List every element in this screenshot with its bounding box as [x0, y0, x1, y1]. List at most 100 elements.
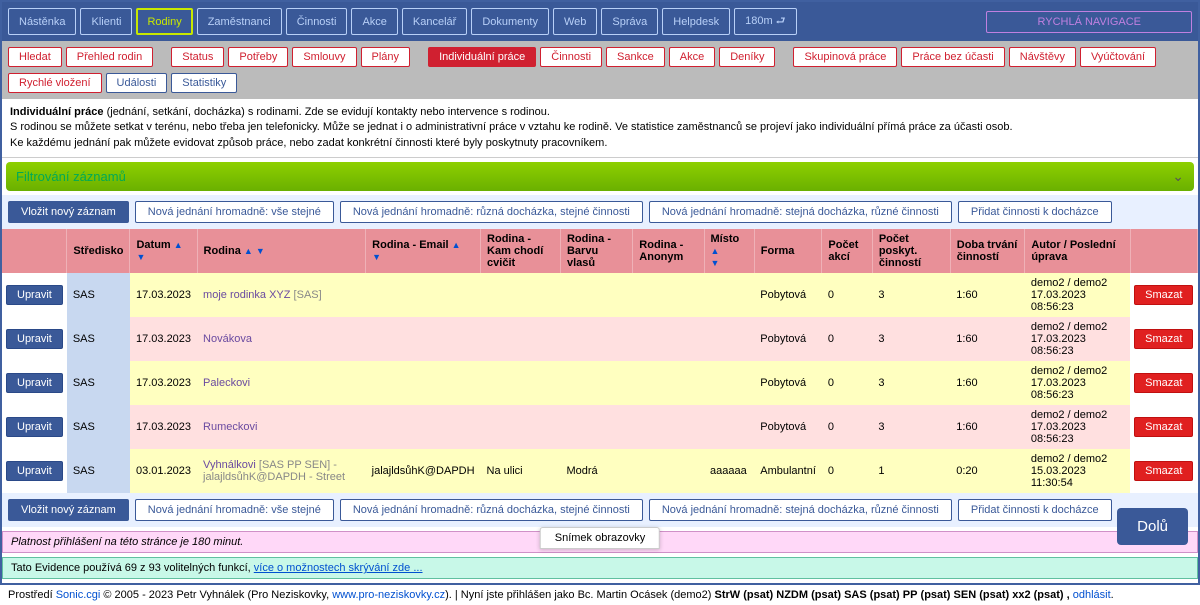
cell-del: Smazat — [1130, 449, 1197, 493]
nav-rodiny[interactable]: Rodiny — [136, 8, 192, 35]
col-12[interactable]: Doba trvání činností — [950, 229, 1025, 273]
action-nov-jedn-n-hromadn-r-zn-doch-z[interactable]: Nová jednání hromadně: různá docházka, s… — [340, 499, 643, 521]
action-nov-jedn-n-hromadn-v-e-stejn-[interactable]: Nová jednání hromadně: vše stejné — [135, 201, 334, 223]
nav-spr-va[interactable]: Správa — [601, 8, 658, 35]
action-p-idat-innosti-k-doch-zce[interactable]: Přidat činnosti k docházce — [958, 499, 1112, 521]
cell-datum: 17.03.2023 — [130, 317, 197, 361]
delete-button[interactable]: Smazat — [1134, 417, 1193, 437]
col-11[interactable]: Počet poskyt. činností — [872, 229, 950, 273]
col-8[interactable]: Místo ▲▼ — [704, 229, 754, 273]
edit-button[interactable]: Upravit — [6, 417, 63, 437]
cell-edit: Upravit — [2, 405, 67, 449]
action-nov-jedn-n-hromadn-r-zn-doch-z[interactable]: Nová jednání hromadně: různá docházka, s… — [340, 201, 643, 223]
col-7[interactable]: Rodina - Anonym — [633, 229, 704, 273]
delete-button[interactable]: Smazat — [1134, 461, 1193, 481]
subnav-sankce[interactable]: Sankce — [606, 47, 665, 67]
col-9[interactable]: Forma — [754, 229, 822, 273]
col-5[interactable]: Rodina - Kam chodí cvičit — [481, 229, 561, 273]
subnav-p-ehled-rodin[interactable]: Přehled rodin — [66, 47, 153, 67]
filter-bar[interactable]: Filtrování záznamů ⌄ — [6, 162, 1194, 191]
delete-button[interactable]: Smazat — [1134, 329, 1193, 349]
subnav-statistiky[interactable]: Statistiky — [171, 73, 237, 93]
action-p-idat-innosti-k-doch-zce[interactable]: Přidat činnosti k docházce — [958, 201, 1112, 223]
cell-akci: 0 — [822, 405, 872, 449]
cell-kam — [481, 273, 561, 317]
cell-akci: 0 — [822, 317, 872, 361]
subnav-hledat[interactable]: Hledat — [8, 47, 62, 67]
functions-link[interactable]: více o možnostech skrývání zde ... — [254, 562, 423, 574]
action-nov-jedn-n-hromadn-v-e-stejn-[interactable]: Nová jednání hromadně: vše stejné — [135, 499, 334, 521]
nav-klienti[interactable]: Klienti — [80, 8, 132, 35]
cell-doba: 1:60 — [950, 273, 1025, 317]
cell-akci: 0 — [822, 361, 872, 405]
edit-button[interactable]: Upravit — [6, 285, 63, 305]
nav-akce[interactable]: Akce — [351, 8, 397, 35]
cell-datum: 17.03.2023 — [130, 273, 197, 317]
sonic-link[interactable]: Sonic.cgi — [56, 589, 101, 601]
action-nov-jedn-n-hromadn-stejn-doch-[interactable]: Nová jednání hromadně: stejná docházka, … — [649, 201, 952, 223]
new-record-button[interactable]: Vložit nový záznam — [8, 499, 129, 521]
rodina-link[interactable]: moje rodinka XYZ — [203, 289, 290, 301]
cell-del: Smazat — [1130, 361, 1197, 405]
nav-zam-stnanci[interactable]: Zaměstnanci — [197, 8, 282, 35]
subnav-den-ky[interactable]: Deníky — [719, 47, 775, 67]
rodina-link[interactable]: Rumeckovi — [203, 421, 257, 433]
subnav-status[interactable]: Status — [171, 47, 224, 67]
col-6[interactable]: Rodina - Barvu vlasů — [560, 229, 632, 273]
cell-doba: 0:20 — [950, 449, 1025, 493]
rodina-link[interactable]: Paleckovi — [203, 377, 250, 389]
screenshot-tab[interactable]: Snímek obrazovky — [540, 527, 660, 549]
nav-helpdesk[interactable]: Helpdesk — [662, 8, 730, 35]
logout-link[interactable]: odhlásit — [1073, 589, 1111, 601]
cell-autor: demo2 / demo2 17.03.2023 08:56:23 — [1025, 273, 1130, 317]
subnav-ud-losti[interactable]: Události — [106, 73, 168, 93]
rodina-link[interactable]: Vyhnálkovi — [203, 459, 256, 471]
nav-180m-[interactable]: 180m ⮐ — [734, 8, 796, 35]
col-4[interactable]: Rodina - Email ▲▼ — [366, 229, 481, 273]
subnav-akce[interactable]: Akce — [669, 47, 715, 67]
delete-button[interactable]: Smazat — [1134, 285, 1193, 305]
top-nav: NástěnkaKlientiRodinyZaměstnanciČinnosti… — [2, 2, 1198, 41]
subnav-pr-ce-bez-asti[interactable]: Práce bez účasti — [901, 47, 1004, 67]
subnav-rychl-vlo-en-[interactable]: Rychlé vložení — [8, 73, 102, 93]
subnav-pl-ny[interactable]: Plány — [361, 47, 411, 67]
cell-kam — [481, 317, 561, 361]
cell-email — [366, 405, 481, 449]
nav-n-st-nka[interactable]: Nástěnka — [8, 8, 76, 35]
cell-email — [366, 273, 481, 317]
subnav-smlouvy[interactable]: Smlouvy — [292, 47, 356, 67]
cell-cinn: 3 — [872, 273, 950, 317]
edit-button[interactable]: Upravit — [6, 373, 63, 393]
subnav-n-v-t-vy[interactable]: Návštěvy — [1009, 47, 1076, 67]
cell-anonym — [633, 273, 704, 317]
edit-button[interactable]: Upravit — [6, 461, 63, 481]
rodina-link[interactable]: Novákova — [203, 333, 252, 345]
edit-button[interactable]: Upravit — [6, 329, 63, 349]
action-nov-jedn-n-hromadn-stejn-doch-[interactable]: Nová jednání hromadně: stejná docházka, … — [649, 499, 952, 521]
cell-barva — [560, 273, 632, 317]
cell-akci: 0 — [822, 449, 872, 493]
website-link[interactable]: www.pro-neziskovky.cz — [332, 589, 445, 601]
cell-kam: Na ulici — [481, 449, 561, 493]
subnav-pot-eby[interactable]: Potřeby — [228, 47, 288, 67]
rychla-navigace-button[interactable]: RYCHLÁ NAVIGACE — [986, 11, 1192, 33]
col-2[interactable]: Datum ▲▼ — [130, 229, 197, 273]
cell-misto — [704, 273, 754, 317]
nav--innosti[interactable]: Činnosti — [286, 8, 348, 35]
desc-bold: Individuální práce — [10, 106, 104, 118]
col-14 — [1130, 229, 1197, 273]
delete-button[interactable]: Smazat — [1134, 373, 1193, 393]
col-13[interactable]: Autor / Poslední úprava — [1025, 229, 1130, 273]
col-3[interactable]: Rodina ▲ ▼ — [197, 229, 366, 273]
dolu-button[interactable]: Dolů — [1117, 508, 1188, 545]
nav-dokumenty[interactable]: Dokumenty — [471, 8, 549, 35]
subnav-individu-ln-pr-ce[interactable]: Individuální práce — [428, 47, 536, 67]
new-record-button[interactable]: Vložit nový záznam — [8, 201, 129, 223]
subnav--innosti[interactable]: Činnosti — [540, 47, 602, 67]
nav-web[interactable]: Web — [553, 8, 597, 35]
subnav-skupinov-pr-ce[interactable]: Skupinová práce — [793, 47, 897, 67]
nav-kancel-[interactable]: Kancelář — [402, 8, 467, 35]
col-10[interactable]: Počet akcí — [822, 229, 872, 273]
col-1[interactable]: Středisko — [67, 229, 130, 273]
subnav-vy-tov-n-[interactable]: Vyúčtování — [1080, 47, 1156, 67]
